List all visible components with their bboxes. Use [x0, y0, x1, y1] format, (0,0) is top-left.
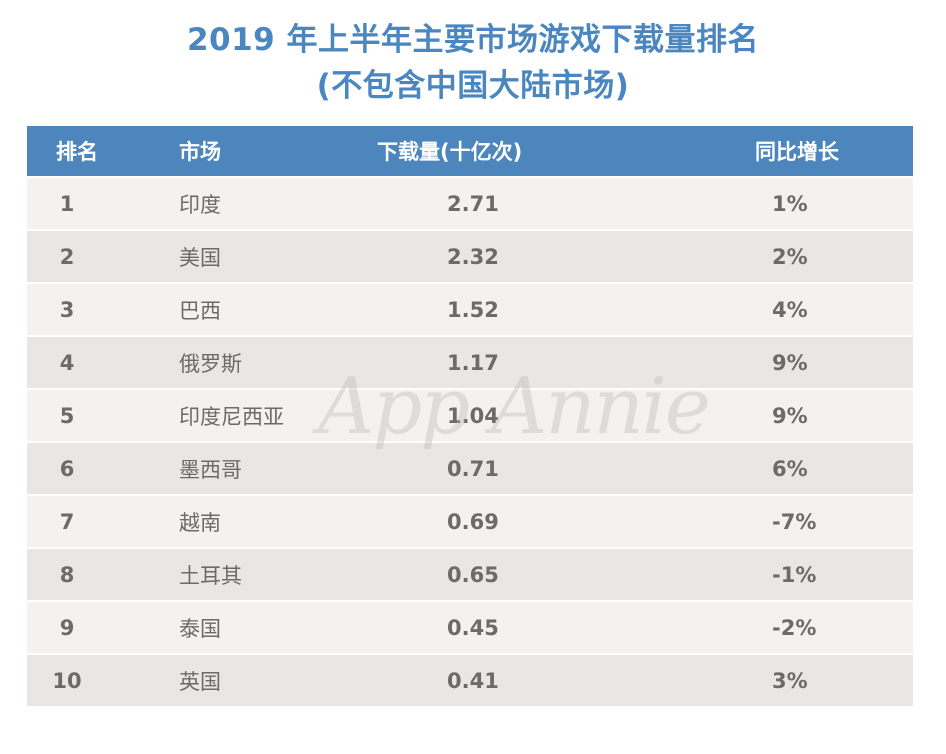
page-title: 2019 年上半年主要市场游戏下载量排名 [186, 22, 760, 58]
cell-rank: 8 [59, 562, 75, 587]
table-row: 9 泰国 0.45 -2% [27, 602, 913, 653]
cell-yoy: 9% [772, 403, 808, 428]
cell-rank: 9 [59, 615, 75, 640]
header-rank: 排名 [56, 140, 98, 164]
cell-downloads: 1.04 [447, 403, 499, 428]
cell-yoy: -1% [772, 562, 817, 587]
cell-market: 印度尼西亚 [179, 404, 284, 429]
cell-market: 巴西 [179, 298, 221, 323]
table-row: 8 土耳其 0.65 -1% [27, 549, 913, 600]
cell-yoy: 1% [772, 191, 808, 216]
ranking-table: 排名 市场 下载量(十亿次) 同比增长 1 印度 2.71 1% 2 美国 2.… [27, 126, 913, 706]
cell-downloads: 2.32 [447, 244, 499, 269]
cell-yoy: -7% [772, 509, 817, 534]
cell-rank: 4 [59, 350, 75, 375]
cell-yoy: 9% [772, 350, 808, 375]
cell-market: 俄罗斯 [179, 351, 242, 376]
table-row: 4 俄罗斯 1.17 9% [27, 337, 913, 388]
table-row: 5 印度尼西亚 1.04 9% [27, 390, 913, 441]
cell-downloads: 0.65 [447, 562, 499, 587]
cell-downloads: 0.45 [447, 615, 499, 640]
cell-yoy: 6% [772, 456, 808, 481]
cell-market: 泰国 [179, 616, 221, 641]
header-downloads: 下载量(十亿次) [377, 140, 523, 164]
cell-market: 美国 [179, 245, 221, 270]
header-yoy: 同比增长 [755, 140, 839, 164]
cell-downloads: 0.71 [447, 456, 499, 481]
table-row: 6 墨西哥 0.71 6% [27, 443, 913, 494]
table-row: 7 越南 0.69 -7% [27, 496, 913, 547]
cell-market: 土耳其 [179, 563, 242, 588]
table-row: 2 美国 2.32 2% [27, 231, 913, 282]
cell-market: 印度 [179, 192, 221, 217]
cell-rank: 1 [59, 191, 75, 216]
cell-market: 英国 [179, 669, 221, 694]
cell-market: 墨西哥 [179, 457, 242, 482]
table-row: 1 印度 2.71 1% [27, 178, 913, 229]
cell-yoy: 4% [772, 297, 808, 322]
cell-downloads: 1.52 [447, 297, 499, 322]
table-row: 3 巴西 1.52 4% [27, 284, 913, 335]
cell-rank: 3 [59, 297, 75, 322]
cell-rank: 10 [52, 668, 82, 693]
table-header: 排名 市场 下载量(十亿次) 同比增长 [27, 126, 913, 176]
cell-rank: 7 [59, 509, 75, 534]
header-market: 市场 [179, 140, 221, 164]
cell-market: 越南 [179, 510, 221, 535]
cell-rank: 6 [59, 456, 75, 481]
cell-downloads: 1.17 [447, 350, 499, 375]
page-subtitle: (不包含中国大陆市场) [316, 68, 630, 104]
cell-rank: 2 [59, 244, 75, 269]
cell-yoy: 3% [772, 668, 808, 693]
cell-yoy: -2% [772, 615, 817, 640]
cell-rank: 5 [59, 403, 75, 428]
cell-yoy: 2% [772, 244, 808, 269]
cell-downloads: 2.71 [447, 191, 499, 216]
cell-downloads: 0.41 [447, 668, 499, 693]
cell-downloads: 0.69 [447, 509, 499, 534]
table-row: 10 英国 0.41 3% [27, 655, 913, 706]
